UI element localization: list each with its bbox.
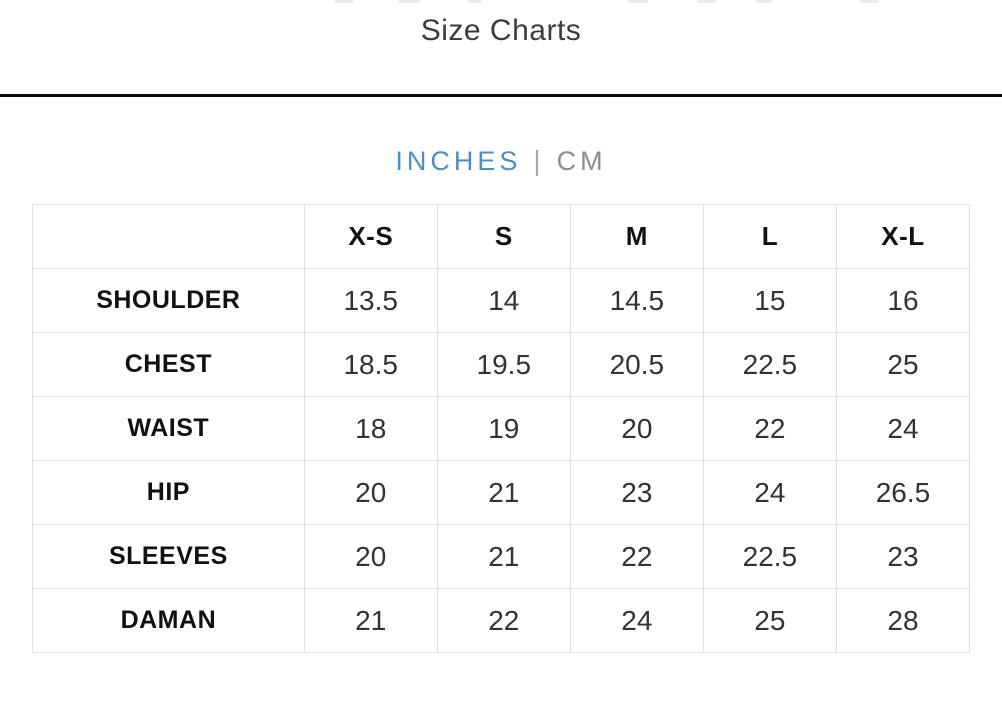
size-value-cell: 20 (303, 524, 438, 589)
measurement-label: DAMAN (32, 588, 305, 653)
table-row-chest: CHEST 18.5 19.5 20.5 22.5 25 (32, 332, 971, 397)
measurement-label: SLEEVES (32, 524, 305, 589)
table-row-waist: WAIST 18 19 20 22 24 (32, 396, 971, 461)
size-column-header-m: M (569, 204, 704, 269)
table-row-hip: HIP 20 21 23 24 26.5 (32, 460, 971, 525)
size-value-cell: 23 (835, 524, 971, 589)
size-value-cell: 21 (436, 524, 571, 589)
size-value-cell: 24 (702, 460, 837, 525)
header-divider (0, 94, 1002, 97)
measurement-label: WAIST (32, 396, 305, 461)
size-column-header-s: S (436, 204, 571, 269)
measurement-label: HIP (32, 460, 305, 525)
size-value-cell: 23 (569, 460, 704, 525)
size-value-cell: 22 (569, 524, 704, 589)
size-value-cell: 20.5 (569, 332, 704, 397)
table-row-shoulder: SHOULDER 13.5 14 14.5 15 16 (32, 268, 971, 333)
size-value-cell: 22 (702, 396, 837, 461)
size-value-cell: 20 (569, 396, 704, 461)
corner-cell (32, 204, 305, 269)
size-value-cell: 28 (835, 588, 971, 653)
size-value-cell: 15 (702, 268, 837, 333)
size-value-cell: 24 (569, 588, 704, 653)
measurement-label: CHEST (32, 332, 305, 397)
size-value-cell: 16 (835, 268, 971, 333)
size-value-cell: 25 (702, 588, 837, 653)
unit-toggle-separator: | (533, 145, 541, 176)
page-title: Size Charts (420, 14, 582, 47)
size-value-cell: 24 (835, 396, 971, 461)
size-value-cell: 22.5 (702, 524, 837, 589)
size-value-cell: 21 (303, 588, 438, 653)
size-value-cell: 19 (436, 396, 571, 461)
unit-tab-cm[interactable]: CM (556, 146, 607, 176)
size-column-header-xl: X-L (835, 204, 971, 269)
size-value-cell: 21 (436, 460, 571, 525)
size-value-cell: 25 (835, 332, 971, 397)
unit-tab-inches[interactable]: INCHES (395, 146, 522, 176)
measurement-label: SHOULDER (32, 268, 305, 333)
size-value-cell: 22.5 (702, 332, 837, 397)
size-value-cell: 14.5 (569, 268, 704, 333)
size-value-cell: 20 (303, 460, 438, 525)
size-column-header-xs: X-S (303, 204, 438, 269)
cropped-text-remnants (0, 0, 1002, 4)
table-row-sleeves: SLEEVES 20 21 22 22.5 23 (32, 524, 971, 589)
size-value-cell: 13.5 (303, 268, 438, 333)
size-column-header-l: L (702, 204, 837, 269)
size-value-cell: 19.5 (436, 332, 571, 397)
size-value-cell: 18.5 (303, 332, 438, 397)
unit-toggle: INCHES | CM (0, 144, 1002, 178)
size-value-cell: 22 (436, 588, 571, 653)
table-row-daman: DAMAN 21 22 24 25 28 (32, 588, 971, 653)
size-value-cell: 14 (436, 268, 571, 333)
size-value-cell: 18 (303, 396, 438, 461)
size-chart-table: X-S S M L X-L SHOULDER 13.5 14 14.5 15 1… (32, 204, 971, 653)
size-value-cell: 26.5 (835, 460, 971, 525)
size-table-header-row: X-S S M L X-L (32, 204, 971, 269)
